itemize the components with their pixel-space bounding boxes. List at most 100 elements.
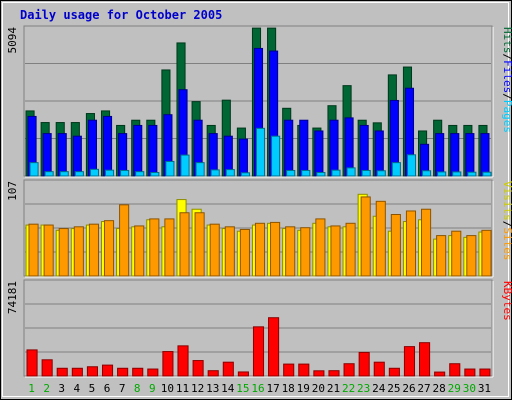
- legend-entry-pages: Pages: [501, 100, 512, 133]
- legend-entry-visits: Visits: [501, 181, 512, 221]
- bar-sites-29: [451, 230, 462, 277]
- legend-entry-files: Files: [501, 60, 512, 93]
- bar-kbytes-3: [56, 367, 68, 377]
- bar-pages-7: [120, 169, 130, 177]
- bar-pages-27: [422, 170, 432, 177]
- bar-sites-24: [375, 200, 386, 277]
- bar-files-6: [102, 115, 113, 177]
- kbytes-legend: KBytes: [501, 281, 512, 321]
- x-tick-label-17: 17: [266, 382, 279, 395]
- bar-kbytes-15: [237, 371, 249, 377]
- bar-kbytes-14: [222, 361, 234, 377]
- bar-pages-31: [482, 171, 492, 177]
- bar-kbytes-23: [358, 351, 370, 377]
- bar-sites-10: [164, 218, 175, 277]
- bar-kbytes-16: [252, 326, 265, 377]
- x-tick-label-26: 26: [402, 382, 415, 395]
- bar-pages-8: [135, 171, 145, 177]
- x-tick-label-9: 9: [149, 382, 156, 395]
- x-tick-label-3: 3: [58, 382, 65, 395]
- bar-files-31: [480, 133, 490, 177]
- bar-sites-23: [360, 196, 371, 277]
- bar-sites-15: [239, 228, 250, 277]
- x-tick-label-11: 11: [176, 382, 189, 395]
- bar-files-19: [299, 119, 309, 177]
- bar-files-21: [329, 119, 339, 177]
- x-tick-label-1: 1: [28, 382, 35, 395]
- bar-pages-29: [452, 171, 462, 177]
- bar-sites-5: [88, 223, 99, 277]
- x-tick-label-16: 16: [251, 382, 264, 395]
- bar-pages-28: [437, 171, 447, 177]
- bar-kbytes-22: [343, 363, 355, 377]
- hits-max-label: 5094: [6, 27, 19, 54]
- bar-sites-2: [43, 224, 54, 277]
- bar-kbytes-4: [71, 367, 83, 377]
- inner-frame: [2, 2, 509, 397]
- x-tick-label-20: 20: [312, 382, 325, 395]
- bar-kbytes-1: [26, 349, 38, 377]
- bar-kbytes-8: [132, 367, 144, 377]
- bar-pages-3: [59, 171, 69, 177]
- bar-sites-16: [254, 222, 266, 277]
- bar-pages-11: [180, 154, 190, 177]
- bar-sites-14: [224, 226, 235, 277]
- bar-pages-14: [225, 169, 235, 177]
- bar-kbytes-25: [388, 367, 400, 377]
- bar-kbytes-30: [464, 368, 476, 377]
- x-tick-label-13: 13: [206, 382, 219, 395]
- bar-kbytes-31: [479, 368, 491, 377]
- bar-pages-25: [391, 162, 401, 177]
- bar-files-28: [435, 133, 445, 177]
- visits-legend: Visits/Sites: [501, 181, 512, 261]
- bar-pages-10: [165, 160, 175, 177]
- bar-sites-19: [300, 227, 311, 277]
- bar-sites-18: [285, 226, 296, 277]
- bar-files-24: [374, 130, 384, 177]
- x-tick-label-12: 12: [191, 382, 204, 395]
- bar-kbytes-12: [192, 360, 204, 377]
- x-tick-label-25: 25: [387, 382, 400, 395]
- x-tick-label-8: 8: [134, 382, 141, 395]
- bar-pages-5: [89, 168, 99, 177]
- x-tick-label-10: 10: [161, 382, 174, 395]
- bar-pages-20: [316, 172, 326, 177]
- x-tick-label-6: 6: [104, 382, 111, 395]
- bar-sites-20: [315, 218, 326, 277]
- bar-sites-17: [270, 221, 281, 277]
- bar-pages-23: [361, 169, 371, 177]
- bar-kbytes-11: [177, 345, 189, 377]
- x-tick-label-29: 29: [448, 382, 461, 395]
- bar-pages-21: [331, 169, 341, 177]
- bar-sites-9: [149, 218, 160, 277]
- bar-files-5: [87, 119, 97, 177]
- x-tick-label-4: 4: [74, 382, 81, 395]
- bar-sites-1: [28, 223, 39, 277]
- bar-sites-6: [103, 220, 115, 277]
- bar-kbytes-2: [41, 359, 53, 377]
- bar-files-2: [42, 133, 52, 177]
- bar-pages-15: [240, 172, 250, 177]
- bar-files-29: [450, 133, 460, 177]
- bar-pages-1: [29, 162, 39, 177]
- bar-kbytes-9: [147, 368, 159, 377]
- bar-sites-4: [73, 226, 84, 277]
- bar-pages-16: [255, 127, 266, 177]
- kbytes-panel: 74181 KBytes: [6, 279, 512, 378]
- bar-sites-26: [405, 210, 417, 277]
- x-tick-label-5: 5: [89, 382, 96, 395]
- bar-kbytes-29: [449, 363, 461, 377]
- bar-pages-6: [104, 169, 115, 177]
- bar-files-4: [72, 135, 82, 177]
- bar-kbytes-24: [373, 361, 385, 377]
- bar-kbytes-17: [268, 317, 280, 377]
- bar-kbytes-6: [101, 364, 114, 377]
- legend-entry-sites: Sites: [501, 227, 512, 260]
- visits-max-label: 107: [6, 181, 19, 201]
- bar-kbytes-7: [117, 367, 129, 377]
- bar-files-9: [148, 124, 158, 177]
- bar-sites-31: [481, 229, 492, 277]
- bar-kbytes-27: [419, 342, 431, 377]
